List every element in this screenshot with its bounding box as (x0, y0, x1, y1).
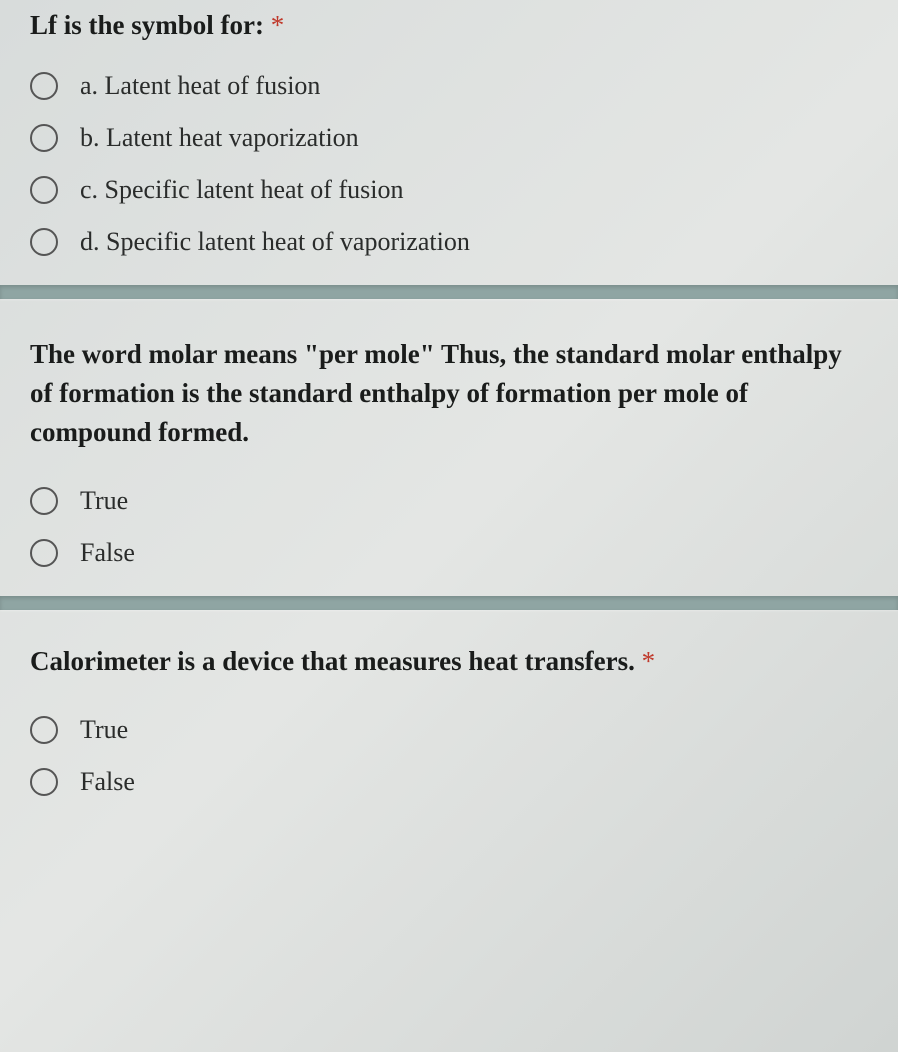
radio-icon (30, 716, 58, 744)
option-label: True (80, 486, 128, 516)
radio-icon (30, 176, 58, 204)
question-1-title: Lf is the symbol for: * (30, 0, 868, 41)
radio-icon (30, 228, 58, 256)
radio-icon (30, 539, 58, 567)
question-2-title: The word molar means "per mole" Thus, th… (30, 335, 868, 452)
option-label: False (80, 538, 135, 568)
option-c[interactable]: c. Specific latent heat of fusion (30, 175, 868, 205)
option-true[interactable]: True (30, 715, 868, 745)
required-asterisk: * (642, 646, 656, 676)
radio-icon (30, 487, 58, 515)
option-false[interactable]: False (30, 538, 868, 568)
option-label: True (80, 715, 128, 745)
option-label: b. Latent heat vaporization (80, 123, 359, 153)
option-false[interactable]: False (30, 767, 868, 797)
question-1-text: Lf is the symbol for: (30, 10, 264, 40)
option-d[interactable]: d. Specific latent heat of vaporization (30, 227, 868, 257)
question-3: Calorimeter is a device that measures he… (0, 646, 898, 797)
option-label: c. Specific latent heat of fusion (80, 175, 403, 205)
question-1: Lf is the symbol for: * a. Latent heat o… (0, 0, 898, 257)
option-a[interactable]: a. Latent heat of fusion (30, 71, 868, 101)
option-b[interactable]: b. Latent heat vaporization (30, 123, 868, 153)
required-asterisk: * (271, 10, 285, 40)
section-divider (0, 596, 898, 610)
option-label: False (80, 767, 135, 797)
option-label: a. Latent heat of fusion (80, 71, 320, 101)
radio-icon (30, 768, 58, 796)
radio-icon (30, 72, 58, 100)
question-2: The word molar means "per mole" Thus, th… (0, 335, 898, 568)
option-true[interactable]: True (30, 486, 868, 516)
radio-icon (30, 124, 58, 152)
question-3-text: Calorimeter is a device that measures he… (30, 646, 635, 676)
question-3-title: Calorimeter is a device that measures he… (30, 646, 868, 677)
section-divider (0, 285, 898, 299)
option-label: d. Specific latent heat of vaporization (80, 227, 470, 257)
